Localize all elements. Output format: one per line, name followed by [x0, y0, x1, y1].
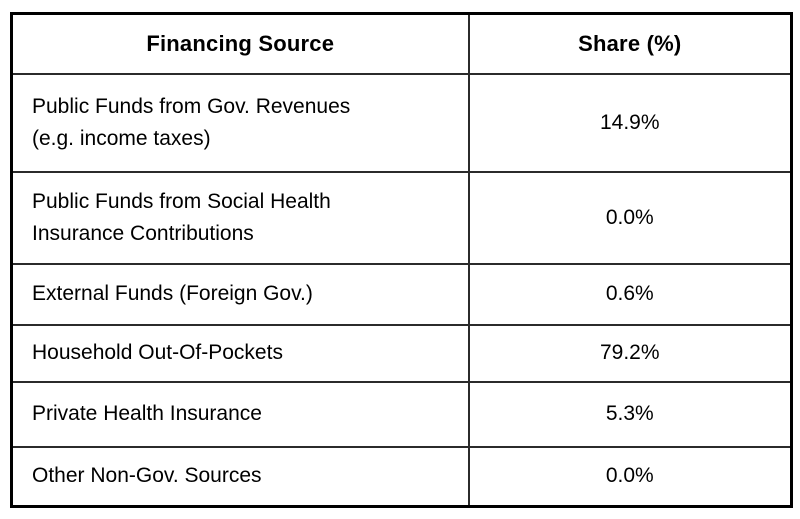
header-financing-source: Financing Source — [10, 12, 470, 75]
financing-share-table: Financing Source Share (%) Public Funds … — [10, 12, 793, 508]
header-share: Share (%) — [467, 12, 793, 75]
financing-table: Financing Source Share (%) Public Funds … — [10, 12, 793, 508]
source-cell: Public Funds from Gov. Revenues (e.g. in… — [10, 72, 470, 173]
share-cell: 0.6% — [467, 262, 793, 326]
table-body: Public Funds from Gov. Revenues (e.g. in… — [10, 72, 793, 508]
source-cell: External Funds (Foreign Gov.) — [10, 262, 470, 326]
source-cell: Other Non-Gov. Sources — [10, 445, 470, 508]
table-row: Household Out-Of-Pockets 79.2% — [10, 323, 793, 383]
table-row: External Funds (Foreign Gov.) 0.6% — [10, 262, 793, 326]
share-cell: 5.3% — [467, 380, 793, 448]
share-cell: 0.0% — [467, 445, 793, 508]
header-row: Financing Source Share (%) — [10, 12, 793, 75]
share-cell: 79.2% — [467, 323, 793, 383]
source-cell: Household Out-Of-Pockets — [10, 323, 470, 383]
source-cell: Private Health Insurance — [10, 380, 470, 448]
table-row: Private Health Insurance 5.3% — [10, 380, 793, 448]
table-row: Other Non-Gov. Sources 0.0% — [10, 445, 793, 508]
table-row: Public Funds from Gov. Revenues (e.g. in… — [10, 72, 793, 173]
source-cell: Public Funds from Social Health Insuranc… — [10, 170, 470, 265]
share-cell: 0.0% — [467, 170, 793, 265]
table-row: Public Funds from Social Health Insuranc… — [10, 170, 793, 265]
table-header: Financing Source Share (%) — [10, 12, 793, 75]
share-cell: 14.9% — [467, 72, 793, 173]
